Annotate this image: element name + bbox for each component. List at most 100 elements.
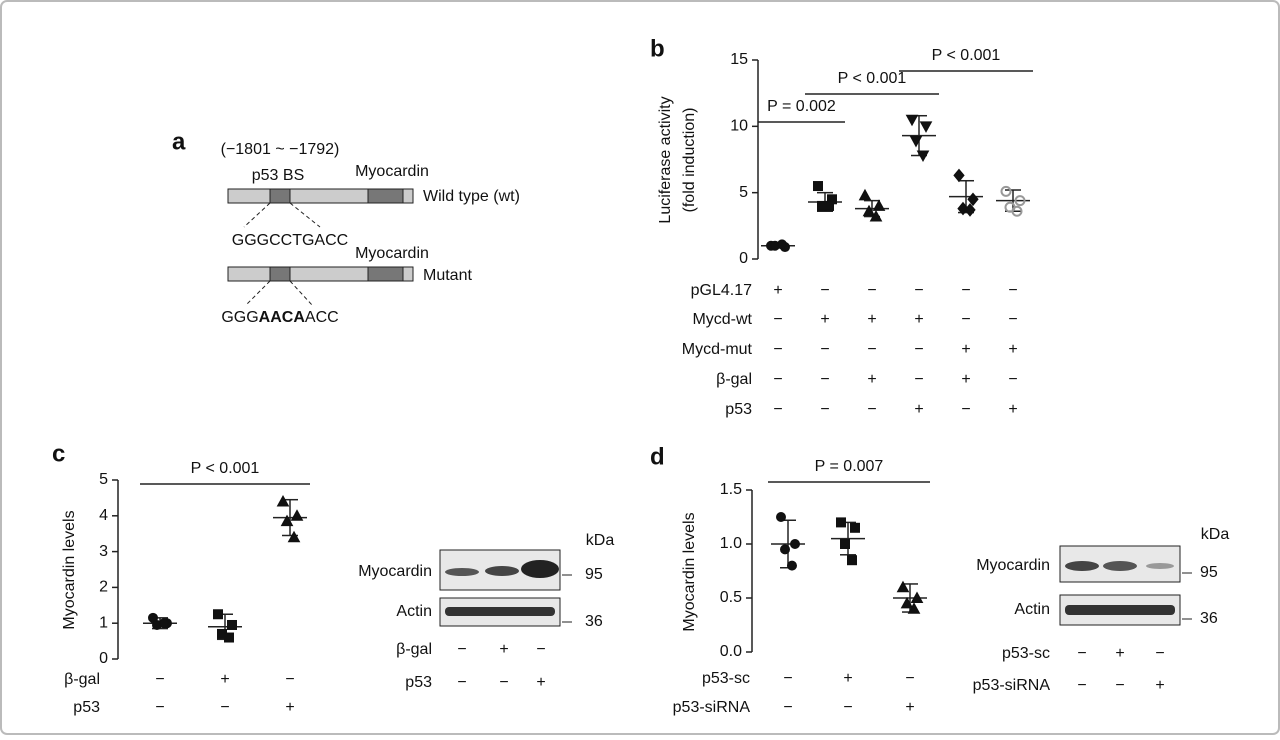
p-value: P = 0.002 <box>767 98 836 115</box>
blot-c <box>439 549 572 627</box>
condition-sign: + <box>867 371 876 388</box>
point <box>847 555 857 566</box>
condition-sign: − <box>867 341 876 358</box>
band <box>1065 561 1099 571</box>
point <box>909 135 923 148</box>
condition-sign: + <box>1008 341 1017 358</box>
condition-sign: − <box>773 401 782 418</box>
point <box>824 200 834 211</box>
point <box>213 609 223 620</box>
condition-sign: + <box>914 311 923 328</box>
blot-d <box>1059 545 1192 626</box>
condition-sign: + <box>867 311 876 328</box>
size-label: 95 <box>585 566 603 583</box>
seq-part: ACC <box>305 309 339 326</box>
condition-sign: − <box>783 699 792 716</box>
condition-sign: − <box>820 371 829 388</box>
point <box>777 239 787 250</box>
y-tick-label: 0.0 <box>720 643 742 660</box>
condition-sign: − <box>914 371 923 388</box>
dash <box>245 280 271 306</box>
site: p53 BS <box>252 167 304 184</box>
condition-sign: + <box>773 282 782 299</box>
condition-sign: − <box>867 282 876 299</box>
panel-label: c <box>52 440 65 467</box>
band-label: Myocardin <box>358 563 432 580</box>
condition-sign: + <box>285 699 294 716</box>
condition-sign: − <box>457 641 466 658</box>
condition-sign: − <box>457 674 466 691</box>
condition-sign: − <box>1077 645 1086 662</box>
point <box>1011 205 1023 217</box>
point <box>776 512 786 522</box>
y-tick-label: 0.5 <box>720 589 742 606</box>
site-box <box>269 188 291 204</box>
condition-sign: − <box>1115 677 1124 694</box>
condition-sign: + <box>843 670 852 687</box>
y-axis-label: Myocardin levels <box>61 510 78 629</box>
condition-label: p53 <box>725 401 752 418</box>
condition-label: p53-sc <box>1002 645 1050 662</box>
seq-part: GGG <box>221 309 258 326</box>
y-tick-label: 15 <box>730 51 748 68</box>
point <box>967 192 979 207</box>
condition-label: β-gal <box>64 671 100 688</box>
point <box>780 544 790 555</box>
condition-label: p53-siRNA <box>973 677 1051 694</box>
gene-box <box>367 188 404 204</box>
point <box>290 509 304 521</box>
condition-sign: − <box>220 699 229 716</box>
condition-sign: + <box>961 371 970 388</box>
band <box>445 607 555 616</box>
y-tick-label: 0 <box>99 650 108 667</box>
condition-sign: + <box>536 674 545 691</box>
point <box>900 596 914 609</box>
band <box>521 560 559 578</box>
condition-label: p53-siRNA <box>673 699 751 716</box>
y-tick-label: 1.5 <box>720 481 742 498</box>
condition-sign: + <box>499 641 508 658</box>
point <box>280 514 294 527</box>
condition-sign: − <box>773 371 782 388</box>
condition-sign: − <box>961 401 970 418</box>
condition-sign: + <box>905 699 914 716</box>
condition-sign: − <box>773 341 782 358</box>
condition-sign: − <box>155 671 164 688</box>
point <box>276 494 290 507</box>
point <box>869 210 883 222</box>
gene: Myocardin <box>355 245 429 262</box>
size-unit: kDa <box>586 532 615 549</box>
point <box>1000 185 1012 197</box>
seq-part: AACA <box>259 309 306 326</box>
band <box>1065 605 1175 615</box>
size-label: 36 <box>1200 610 1218 627</box>
condition-sign: + <box>220 671 229 688</box>
construct-label: Wild type (wt) <box>423 188 520 205</box>
point <box>287 530 301 543</box>
diagram: a (−1801 ~ −1792) p53 BS Myocardin Wild … <box>172 128 520 326</box>
point <box>227 619 237 630</box>
point <box>159 618 169 629</box>
point <box>916 150 930 163</box>
p-value: P < 0.001 <box>191 460 260 477</box>
condition-sign: − <box>867 401 876 418</box>
panel-label: d <box>650 443 665 470</box>
point <box>905 114 919 127</box>
condition-sign: + <box>961 341 970 358</box>
size-label: 36 <box>585 613 603 630</box>
p-value: P < 0.001 <box>838 70 907 87</box>
point <box>896 580 910 593</box>
point <box>953 168 965 183</box>
band <box>485 566 519 576</box>
band <box>445 568 479 576</box>
condition-sign: − <box>536 641 545 658</box>
y-tick-label: 3 <box>99 543 108 560</box>
construct-label: Mutant <box>423 267 472 284</box>
condition-sign: − <box>914 282 923 299</box>
condition-sign: − <box>773 311 782 328</box>
condition-sign: + <box>1155 677 1164 694</box>
point <box>872 199 886 211</box>
condition-sign: − <box>1008 282 1017 299</box>
condition-sign: − <box>820 282 829 299</box>
y-tick-label: 0 <box>739 250 748 267</box>
